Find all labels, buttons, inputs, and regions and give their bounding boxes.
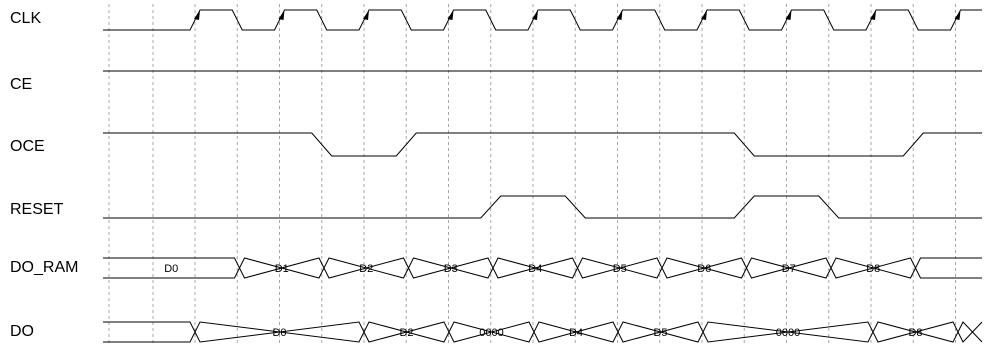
signal-label-clk: CLK	[10, 10, 41, 27]
signal-label-reset: RESET	[10, 201, 64, 218]
reset-waveform	[103, 195, 982, 219]
signal-label-do: DO	[10, 323, 34, 340]
do-waveform-value: D8	[908, 327, 922, 339]
do-ram-waveform-value: D7	[782, 263, 796, 275]
clk-waveform	[103, 9, 982, 31]
rising-edge-arrow-icon	[447, 10, 454, 20]
do-ram-waveform-value: D4	[528, 263, 542, 275]
do-ram-waveform-value: D8	[866, 263, 880, 275]
rising-edge-arrow-icon	[616, 10, 623, 20]
do-waveform-value: 0000	[479, 327, 503, 339]
rising-edge-arrow-icon	[278, 10, 285, 20]
do-waveform-value: 0000	[776, 327, 800, 339]
rising-edge-arrow-icon	[701, 10, 707, 20]
do-ram-waveform-outline	[103, 257, 982, 279]
do-ram-waveform-value: D1	[275, 263, 289, 275]
do-ram-waveform-value: D6	[697, 263, 711, 275]
signal-label-ce: CE	[10, 76, 32, 93]
signal-label-do-ram: DO_RAM	[10, 259, 78, 276]
do-waveform-value: D5	[653, 327, 667, 339]
rising-edge-arrow-icon	[870, 10, 876, 20]
do-ram-waveform-value: D0	[164, 263, 178, 275]
waveforms: D0 D1 D2 D3 D4 D5 D6 D7 D8 D0 D2 0000 D4 D5 0000 D8	[103, 9, 983, 343]
grid-lines	[108, 4, 956, 343]
do-ram-waveform-value: D2	[359, 263, 373, 275]
do-waveform-outline	[103, 321, 983, 343]
rising-edge-arrow-icon	[785, 10, 792, 20]
do-waveform-value: D0	[272, 327, 286, 339]
signal-label-oce: OCE	[10, 138, 45, 155]
rising-edge-arrow-icon	[532, 10, 538, 20]
do-ram-waveform-value: D3	[444, 263, 458, 275]
rising-edge-arrow-icon	[954, 10, 961, 20]
do-waveform-value: D4	[569, 327, 583, 339]
rising-edge-arrow-icon	[194, 10, 200, 20]
do-waveform-value: D2	[399, 327, 413, 339]
do-ram-waveform-value: D5	[613, 263, 627, 275]
do-ram-waveform-outline	[103, 257, 982, 279]
rising-edge-arrow-icon	[363, 10, 369, 20]
do-waveform-outline	[103, 321, 983, 343]
oce-waveform	[103, 132, 982, 157]
